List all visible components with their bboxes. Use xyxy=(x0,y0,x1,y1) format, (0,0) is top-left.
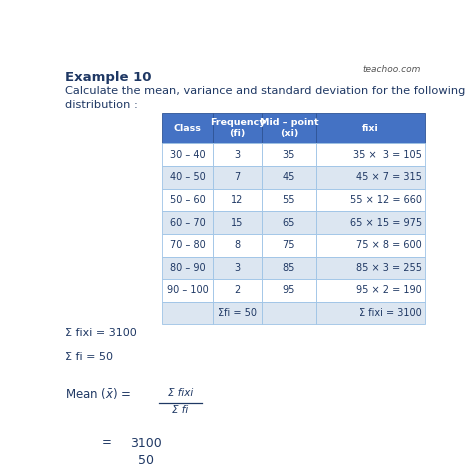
FancyBboxPatch shape xyxy=(316,279,425,302)
Text: 65 × 15 = 975: 65 × 15 = 975 xyxy=(350,218,422,228)
FancyBboxPatch shape xyxy=(213,211,262,234)
FancyBboxPatch shape xyxy=(162,113,213,143)
FancyBboxPatch shape xyxy=(262,143,316,166)
FancyBboxPatch shape xyxy=(262,302,316,324)
FancyBboxPatch shape xyxy=(213,166,262,189)
Text: 55: 55 xyxy=(283,195,295,205)
FancyBboxPatch shape xyxy=(213,234,262,256)
Text: 85: 85 xyxy=(283,263,295,273)
Text: 80 – 90: 80 – 90 xyxy=(170,263,206,273)
Text: 95 × 2 = 190: 95 × 2 = 190 xyxy=(356,285,422,295)
FancyBboxPatch shape xyxy=(213,143,262,166)
FancyBboxPatch shape xyxy=(213,189,262,211)
FancyBboxPatch shape xyxy=(213,302,262,324)
FancyBboxPatch shape xyxy=(262,234,316,256)
FancyBboxPatch shape xyxy=(316,166,425,189)
Text: 40 – 50: 40 – 50 xyxy=(170,173,206,182)
FancyBboxPatch shape xyxy=(262,166,316,189)
Text: 30 – 40: 30 – 40 xyxy=(170,150,206,160)
Text: 12: 12 xyxy=(231,195,244,205)
FancyBboxPatch shape xyxy=(316,211,425,234)
Text: distribution :: distribution : xyxy=(65,100,137,110)
FancyBboxPatch shape xyxy=(213,256,262,279)
FancyBboxPatch shape xyxy=(162,189,213,211)
Text: 60 – 70: 60 – 70 xyxy=(170,218,206,228)
FancyBboxPatch shape xyxy=(262,256,316,279)
Text: 2: 2 xyxy=(235,285,241,295)
Text: 70 – 80: 70 – 80 xyxy=(170,240,206,250)
FancyBboxPatch shape xyxy=(162,256,213,279)
Text: 55 × 12 = 660: 55 × 12 = 660 xyxy=(350,195,422,205)
FancyBboxPatch shape xyxy=(162,166,213,189)
Text: 90 – 100: 90 – 100 xyxy=(167,285,209,295)
Text: 7: 7 xyxy=(235,173,241,182)
Text: 50: 50 xyxy=(137,454,154,467)
FancyBboxPatch shape xyxy=(162,302,213,324)
Text: 65: 65 xyxy=(283,218,295,228)
FancyBboxPatch shape xyxy=(262,279,316,302)
FancyBboxPatch shape xyxy=(262,113,316,143)
Text: 50 – 60: 50 – 60 xyxy=(170,195,206,205)
FancyBboxPatch shape xyxy=(162,279,213,302)
FancyBboxPatch shape xyxy=(262,211,316,234)
Text: Frequency
(fi): Frequency (fi) xyxy=(210,118,265,138)
Text: teachoo.com: teachoo.com xyxy=(363,65,421,74)
Text: Σfi = 50: Σfi = 50 xyxy=(218,308,257,318)
FancyBboxPatch shape xyxy=(316,189,425,211)
Text: Σ fixi = 3100: Σ fixi = 3100 xyxy=(65,328,137,338)
FancyBboxPatch shape xyxy=(162,234,213,256)
FancyBboxPatch shape xyxy=(316,113,425,143)
Text: Mid – point
(xi): Mid – point (xi) xyxy=(260,118,318,138)
Text: 3: 3 xyxy=(235,263,241,273)
FancyBboxPatch shape xyxy=(316,256,425,279)
Text: 95: 95 xyxy=(283,285,295,295)
FancyBboxPatch shape xyxy=(213,113,262,143)
Text: 75: 75 xyxy=(283,240,295,250)
Text: 85 × 3 = 255: 85 × 3 = 255 xyxy=(356,263,422,273)
Text: 15: 15 xyxy=(231,218,244,228)
Text: Example 10: Example 10 xyxy=(65,72,151,84)
Text: Σ fi: Σ fi xyxy=(173,405,189,415)
Text: Σ fixi = 3100: Σ fixi = 3100 xyxy=(359,308,422,318)
Text: 35: 35 xyxy=(283,150,295,160)
Text: 35 ×  3 = 105: 35 × 3 = 105 xyxy=(353,150,422,160)
Text: Σ fixi: Σ fixi xyxy=(168,388,193,398)
Text: 75 × 8 = 600: 75 × 8 = 600 xyxy=(356,240,422,250)
Text: 45 × 7 = 315: 45 × 7 = 315 xyxy=(356,173,422,182)
FancyBboxPatch shape xyxy=(162,143,213,166)
Text: 3100: 3100 xyxy=(130,437,162,450)
FancyBboxPatch shape xyxy=(316,234,425,256)
Text: 45: 45 xyxy=(283,173,295,182)
FancyBboxPatch shape xyxy=(162,211,213,234)
Text: =: = xyxy=(101,436,111,449)
Text: 3: 3 xyxy=(235,150,241,160)
Text: Σ fi = 50: Σ fi = 50 xyxy=(65,352,113,362)
FancyBboxPatch shape xyxy=(262,189,316,211)
Text: Class: Class xyxy=(174,124,201,133)
Text: 8: 8 xyxy=(235,240,241,250)
FancyBboxPatch shape xyxy=(316,143,425,166)
Text: Calculate the mean, variance and standard deviation for the following: Calculate the mean, variance and standar… xyxy=(65,86,465,96)
Text: fixi: fixi xyxy=(362,124,379,133)
FancyBboxPatch shape xyxy=(316,302,425,324)
Text: Mean ($\bar{x}$) =: Mean ($\bar{x}$) = xyxy=(65,386,131,401)
FancyBboxPatch shape xyxy=(213,279,262,302)
